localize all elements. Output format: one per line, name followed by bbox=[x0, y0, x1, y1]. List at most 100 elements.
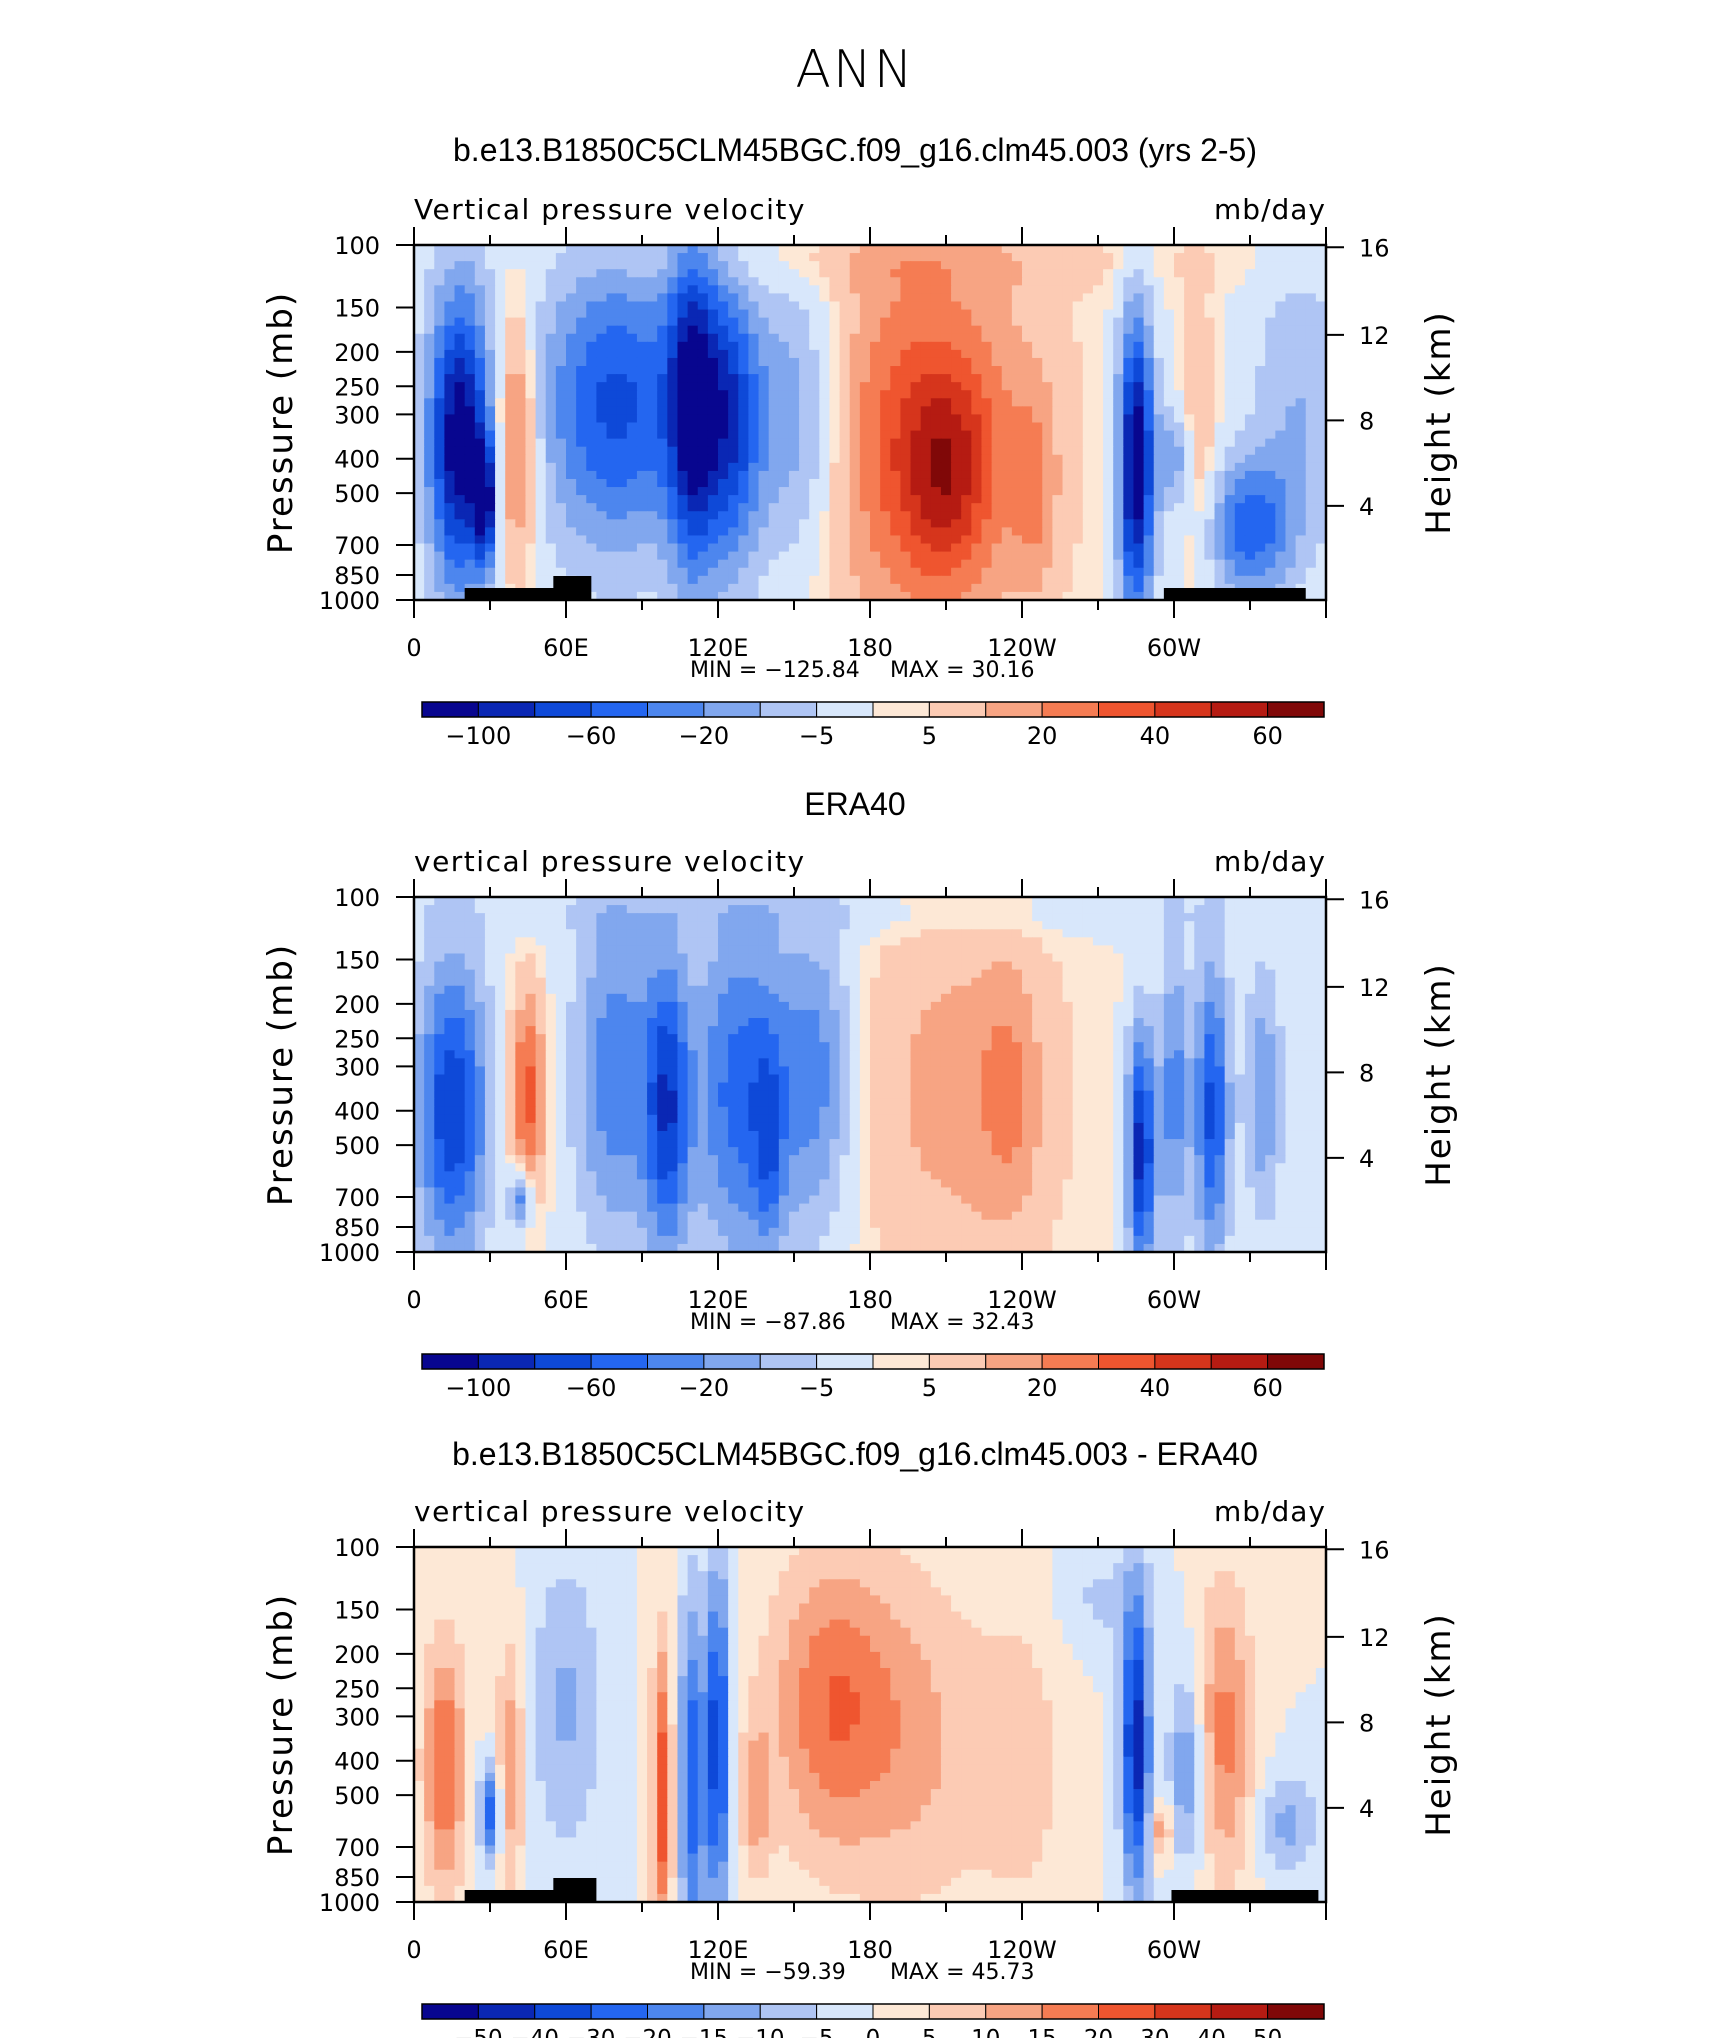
field-cell bbox=[606, 945, 618, 955]
field-cell bbox=[1032, 309, 1043, 319]
field-cell bbox=[748, 301, 760, 311]
field-cell bbox=[1163, 462, 1175, 472]
field-cell bbox=[626, 317, 638, 327]
field-cell bbox=[1194, 438, 1205, 448]
field-cell bbox=[636, 937, 648, 947]
field-cell bbox=[677, 277, 689, 286]
field-cell bbox=[748, 543, 760, 553]
field-cell bbox=[768, 897, 780, 906]
field-cell bbox=[1011, 905, 1023, 914]
field-cell bbox=[728, 503, 739, 512]
field-cell bbox=[788, 905, 800, 914]
field-cell bbox=[839, 511, 851, 520]
field-cell bbox=[900, 937, 912, 947]
field-cell bbox=[1204, 414, 1216, 424]
field-cell bbox=[454, 285, 466, 295]
panel-title-difference: b.e13.B1850C5CLM45BGC.f09_g16.clm45.003 … bbox=[452, 1436, 1258, 1472]
field-cell bbox=[788, 977, 800, 987]
field-cell bbox=[981, 349, 993, 359]
field-cell bbox=[961, 301, 972, 311]
field-cell bbox=[1255, 261, 1266, 270]
field-cell bbox=[687, 374, 699, 383]
field-cell bbox=[1194, 487, 1205, 496]
field-cell bbox=[1032, 921, 1043, 930]
field-cell bbox=[1194, 293, 1205, 303]
field-cell bbox=[1244, 374, 1256, 383]
field-cell bbox=[474, 414, 486, 424]
field-cell bbox=[738, 277, 749, 286]
field-cell bbox=[910, 357, 922, 367]
field-cell bbox=[961, 454, 972, 464]
field-cell bbox=[1082, 462, 1094, 472]
field-cell bbox=[505, 977, 516, 987]
field-cell bbox=[1062, 430, 1074, 440]
field-cell bbox=[1011, 487, 1023, 496]
field-cell bbox=[1174, 905, 1185, 914]
field-cell bbox=[1113, 382, 1124, 391]
field-cell bbox=[647, 559, 658, 569]
field-cell bbox=[718, 285, 729, 295]
field-cell bbox=[434, 913, 445, 922]
field-cell bbox=[434, 325, 445, 335]
field-cell bbox=[454, 575, 466, 585]
field-cell bbox=[991, 446, 1003, 456]
field-cell bbox=[1295, 511, 1307, 520]
field-cell bbox=[1275, 293, 1287, 303]
field-cell bbox=[1032, 398, 1043, 407]
field-cell bbox=[718, 478, 729, 488]
field-cell bbox=[930, 905, 942, 914]
field-cell bbox=[1275, 309, 1287, 319]
field-cell bbox=[1072, 897, 1084, 906]
field-cell bbox=[971, 503, 983, 512]
field-cell bbox=[748, 430, 760, 440]
field-cell bbox=[890, 503, 901, 512]
field-cell bbox=[1234, 317, 1246, 327]
field-cell bbox=[758, 333, 770, 343]
field-cell bbox=[1305, 519, 1317, 528]
field-cell bbox=[1204, 406, 1216, 416]
field-cell bbox=[707, 398, 719, 407]
field-cell bbox=[576, 961, 587, 971]
field-cell bbox=[991, 333, 1003, 343]
field-cell bbox=[464, 253, 476, 262]
field-cell bbox=[667, 551, 679, 561]
field-cell bbox=[1315, 390, 1327, 399]
field-cell bbox=[859, 430, 871, 440]
field-cell bbox=[829, 462, 841, 472]
field-cell bbox=[748, 325, 760, 335]
field-cell bbox=[951, 961, 962, 971]
field-cell bbox=[788, 366, 800, 375]
field-cell bbox=[1275, 341, 1287, 351]
field-cell bbox=[454, 495, 466, 504]
field-cell bbox=[1295, 913, 1307, 922]
field-cell bbox=[1153, 422, 1165, 432]
field-cell bbox=[1204, 301, 1216, 311]
field-cell bbox=[1315, 269, 1327, 278]
field-cell bbox=[525, 478, 537, 488]
field-cell bbox=[626, 414, 638, 424]
field-cell bbox=[799, 969, 810, 979]
field-cell bbox=[839, 293, 851, 303]
field-cell bbox=[1113, 357, 1124, 367]
field-cell bbox=[1305, 511, 1317, 520]
field-cell bbox=[545, 245, 557, 254]
field-cell bbox=[961, 406, 972, 416]
field-cell bbox=[859, 422, 871, 432]
field-cell bbox=[799, 333, 810, 343]
field-cell bbox=[859, 285, 871, 295]
field-cell bbox=[728, 527, 739, 537]
field-cell bbox=[444, 897, 456, 906]
field-cell bbox=[444, 333, 456, 343]
field-cell bbox=[1123, 245, 1135, 254]
field-cell bbox=[778, 406, 790, 416]
field-cell bbox=[1244, 406, 1256, 416]
field-cell bbox=[829, 953, 841, 963]
field-cell bbox=[495, 261, 506, 270]
field-cell bbox=[1052, 551, 1064, 561]
field-cell bbox=[829, 357, 841, 367]
field-cell bbox=[677, 470, 689, 480]
field-cell bbox=[414, 406, 425, 416]
field-cell bbox=[1204, 454, 1216, 464]
field-cell bbox=[788, 390, 800, 399]
field-cell bbox=[1032, 535, 1043, 545]
